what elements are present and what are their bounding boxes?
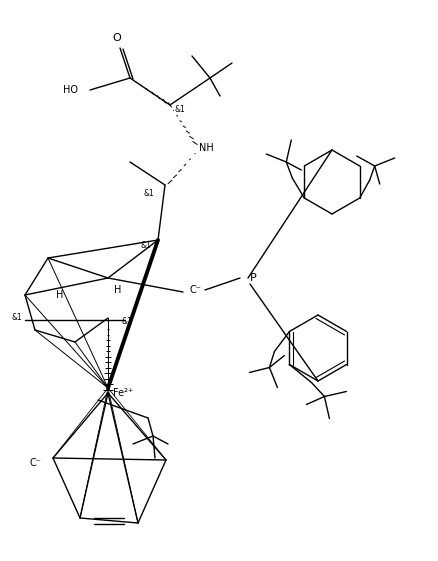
Text: HO: HO bbox=[63, 85, 78, 95]
Text: &1: &1 bbox=[144, 188, 154, 197]
Text: C⁻: C⁻ bbox=[189, 285, 201, 295]
Text: NH: NH bbox=[198, 143, 213, 153]
Text: C⁻: C⁻ bbox=[29, 458, 41, 468]
Text: &1: &1 bbox=[122, 318, 133, 327]
Text: H: H bbox=[114, 285, 122, 295]
Text: P: P bbox=[250, 273, 256, 283]
Text: Fe²⁺: Fe²⁺ bbox=[113, 388, 133, 398]
Text: &1: &1 bbox=[11, 314, 22, 323]
Text: H: H bbox=[57, 290, 64, 300]
Text: &1: &1 bbox=[175, 104, 185, 113]
Text: &1: &1 bbox=[141, 241, 152, 250]
Text: O: O bbox=[113, 33, 121, 43]
